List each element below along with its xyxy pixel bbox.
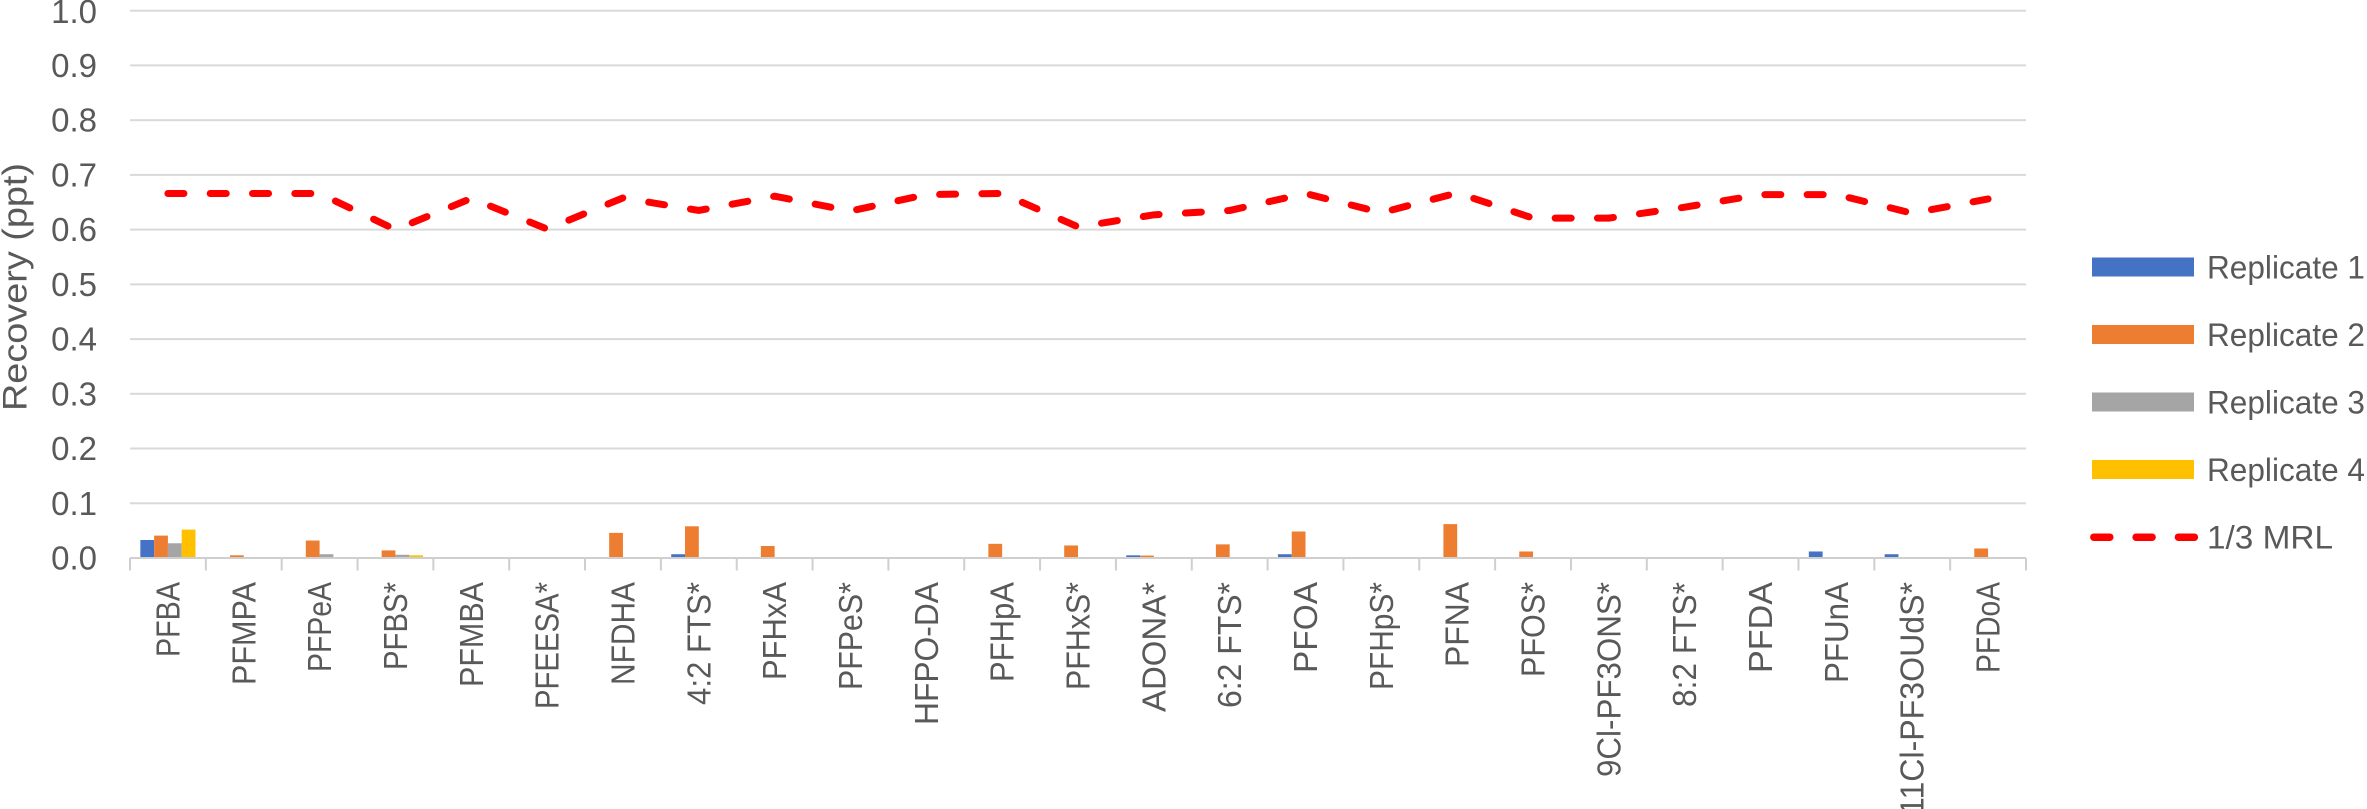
svg-text:PFBA: PFBA xyxy=(149,582,186,657)
svg-text:Replicate 1: Replicate 1 xyxy=(2207,250,2365,286)
svg-text:PFDoA: PFDoA xyxy=(1970,582,2007,673)
svg-text:0.7: 0.7 xyxy=(51,156,97,193)
svg-text:1.0: 1.0 xyxy=(51,0,97,30)
svg-text:PFMBA: PFMBA xyxy=(453,582,490,687)
svg-text:PFBS*: PFBS* xyxy=(377,582,414,670)
svg-text:Replicate 3: Replicate 3 xyxy=(2207,385,2365,421)
svg-text:0.6: 0.6 xyxy=(51,211,97,248)
svg-text:0.2: 0.2 xyxy=(51,430,97,467)
svg-text:0.4: 0.4 xyxy=(51,321,97,358)
svg-text:HFPO-DA: HFPO-DA xyxy=(908,582,945,725)
svg-text:Replicate 2: Replicate 2 xyxy=(2207,317,2365,353)
svg-text:1/3 MRL: 1/3 MRL xyxy=(2207,520,2333,556)
svg-text:PFHxS*: PFHxS* xyxy=(1060,582,1097,690)
svg-text:PFHxA: PFHxA xyxy=(756,582,793,680)
svg-text:ADONA*: ADONA* xyxy=(1135,582,1172,712)
svg-text:PFHpS*: PFHpS* xyxy=(1363,582,1400,690)
svg-text:PFMPA: PFMPA xyxy=(225,582,262,685)
svg-text:PFUnA: PFUnA xyxy=(1818,582,1855,683)
svg-text:PFNA: PFNA xyxy=(1439,582,1476,667)
svg-text:0.3: 0.3 xyxy=(51,375,97,412)
svg-text:0.1: 0.1 xyxy=(51,485,97,522)
svg-text:PFPeA: PFPeA xyxy=(301,582,338,672)
svg-text:0.9: 0.9 xyxy=(51,47,97,84)
svg-text:PFDA: PFDA xyxy=(1742,582,1779,673)
svg-text:9Cl-PF3ONS*: 9Cl-PF3ONS* xyxy=(1590,582,1627,777)
svg-text:PFOA: PFOA xyxy=(1287,582,1324,673)
svg-text:0.0: 0.0 xyxy=(51,540,97,577)
svg-text:0.8: 0.8 xyxy=(51,102,97,139)
svg-text:PFPeS*: PFPeS* xyxy=(832,582,869,690)
svg-text:PFOS*: PFOS* xyxy=(1515,582,1552,677)
svg-text:PFEESA*: PFEESA* xyxy=(529,582,566,709)
svg-text:11Cl-PF3OUdS*: 11Cl-PF3OUdS* xyxy=(1894,582,1931,809)
svg-text:PFHpA: PFHpA xyxy=(984,582,1021,682)
svg-text:Replicate 4: Replicate 4 xyxy=(2207,452,2365,488)
svg-text:6:2 FTS*: 6:2 FTS* xyxy=(1211,582,1248,708)
svg-text:NFDHA: NFDHA xyxy=(604,582,641,685)
svg-text:4:2 FTS*: 4:2 FTS* xyxy=(680,582,717,705)
svg-text:0.5: 0.5 xyxy=(51,266,97,303)
svg-text:8:2 FTS*: 8:2 FTS* xyxy=(1666,582,1703,707)
svg-text:Recovery (ppt): Recovery (ppt) xyxy=(0,163,35,411)
